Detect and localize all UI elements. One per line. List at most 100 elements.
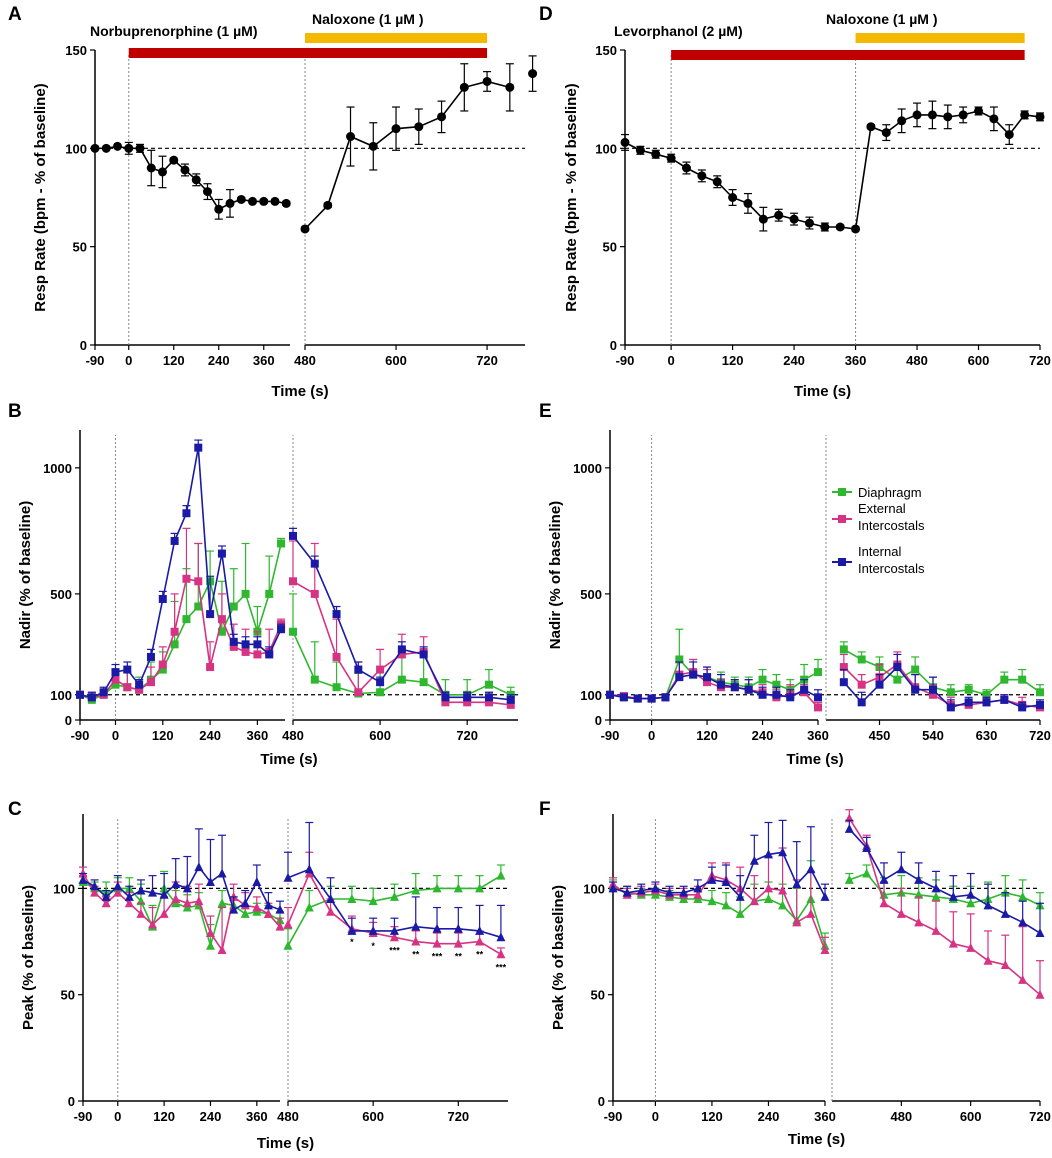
chart-c-series-internal-intercostals-2-point	[136, 885, 146, 895]
chart-d-drug-bar-drug1	[671, 50, 1025, 60]
chart-b-series-external-intercostals-1-point	[310, 589, 319, 598]
chart-c-series-external-intercostals-1-point	[326, 906, 336, 916]
chart-a-y-axis-title: Resp Rate (bpm - % of baseline)	[32, 83, 49, 311]
chart-a-series-resp-rate-naloxone-1-point	[368, 141, 378, 151]
chart-f-series-internal-intercostals-2-point	[1035, 928, 1045, 938]
chart-a-series-resp-rate-point	[236, 194, 246, 204]
chart-c-series-external-intercostals-1-point	[432, 938, 442, 948]
chart-b-y-tick-label: 100	[50, 688, 72, 703]
chart-e-y-tick-label: 0	[595, 713, 602, 728]
chart-b-series-internal-intercostals-2-point	[170, 536, 179, 545]
chart-c-series-external-intercostals-1-point	[252, 902, 262, 912]
chart-e-series-internal-intercostals-2-point	[875, 680, 884, 689]
chart-c-significance-label: **	[455, 952, 463, 962]
chart-e-series-internal-intercostals-2-point	[647, 694, 656, 703]
chart-e-series-diaphragm-point	[772, 680, 781, 689]
chart-c-series-external-intercostals-1-point	[263, 908, 273, 918]
chart-b-series-external-intercostals-1-point	[182, 574, 191, 583]
legend-label-external-1: External	[858, 501, 906, 516]
panel-letter-b: B	[8, 401, 22, 422]
chart-d-series-resp-rate-point	[774, 210, 784, 220]
chart-d-series-resp-rate-point	[881, 128, 891, 138]
chart-c-series-internal-intercostals-2-point	[326, 894, 336, 904]
chart-b-x-tick-label: 480	[282, 728, 304, 743]
chart-f-series-external-intercostals-1-point	[914, 917, 924, 927]
chart-b-series-external-intercostals-1-point	[441, 698, 450, 707]
chart-f-series-diaphragm-point	[862, 868, 872, 878]
chart-b-series-external-intercostals-1-line	[79, 577, 282, 699]
chart-c-series-external-intercostals-1-point	[101, 898, 111, 908]
chart-c-series-external-intercostals-1-point	[205, 928, 215, 938]
chart-e-series-internal-intercostals-2-point	[1018, 703, 1027, 712]
chart-b-x-tick-label: -90	[71, 728, 90, 743]
chart-f-series-internal-intercostals-2-point	[608, 883, 618, 893]
chart-c-series-internal-intercostals-2-point	[229, 904, 239, 914]
panel-letter-e: E	[539, 401, 552, 422]
chart-f-series-diaphragm-point	[778, 900, 788, 910]
chart-d-x-tick-label: 120	[722, 353, 744, 368]
drug-label-levorphanol: Levorphanol (2 µM)	[614, 23, 743, 39]
chart-f-series-external-intercostals-1-line	[848, 817, 1041, 996]
chart-e-series-internal-intercostals-2-point	[716, 680, 725, 689]
chart-b-series-diaphragm-point	[332, 683, 341, 692]
chart-c-series-external-intercostals-1-point	[411, 936, 421, 946]
chart-c-series-external-intercostals-1-point	[113, 887, 123, 897]
chart-d-series-resp-rate-point	[728, 193, 738, 202]
chart-c-series-external-intercostals-1-point	[90, 887, 100, 897]
chart-a-series-resp-rate-point	[124, 143, 134, 153]
chart-b-series-internal-intercostals-2-point	[484, 693, 493, 702]
chart-f-series-external-intercostals-1-point	[693, 889, 703, 899]
chart-d-series-resp-rate-point	[1004, 130, 1014, 140]
chart-d-series-resp-rate-point	[820, 222, 830, 232]
chart-b-series-internal-intercostals-2-point	[354, 665, 363, 674]
chart-e-series-diaphragm-point	[1036, 688, 1044, 697]
chart-e-series-internal-intercostals-2-point	[703, 673, 712, 682]
chart-c-series-internal-intercostals-2-point	[453, 923, 463, 933]
chart-e-series-internal-intercostals-2-point	[929, 685, 937, 694]
chart-b-series-internal-intercostals-2-point	[158, 594, 167, 603]
chart-e-x-axis-title: Time (s)	[786, 751, 843, 768]
chart-d-series-resp-rate-point	[651, 149, 661, 159]
chart-c-significance-label: ***	[496, 962, 507, 972]
chart-e-x-tick-label: -90	[601, 728, 620, 743]
chart-f-series-diaphragm-point	[707, 896, 717, 906]
chart-e-series-internal-intercostals-2-point	[744, 685, 753, 694]
chart-e-series-internal-intercostals-2-point	[814, 693, 822, 702]
chart-d-x-tick-label: 600	[968, 353, 990, 368]
chart-b-series-external-intercostals-1-point	[229, 642, 238, 651]
chart-f-series-internal-intercostals-2-point	[622, 887, 632, 897]
chart-c-series-diaphragm-point	[432, 883, 442, 893]
chart-d-series-resp-rate-point	[804, 218, 814, 228]
chart-a-series-resp-rate-point	[146, 163, 156, 173]
chart-b-series-diaphragm-point	[194, 602, 203, 611]
chart-f-series-external-intercostals-1-line	[612, 874, 826, 951]
chart-b-series-diaphragm-point	[111, 680, 120, 689]
chart-e-x-tick-label: 630	[976, 728, 998, 743]
chart-a-series-resp-rate-naloxone-1-point	[437, 112, 447, 122]
chart-d-series-resp-rate-point	[743, 198, 753, 208]
chart-e-y-tick-label: 1000	[573, 461, 602, 476]
chart-d-series-resp-rate-point	[958, 110, 968, 120]
legend-label-external-2: Intercostals	[858, 518, 925, 533]
chart-b-series-external-intercostals-1-point	[332, 652, 341, 661]
chart-c-series-external-intercostals-1-point	[148, 919, 158, 929]
chart-c-series-external-intercostals-1-point	[182, 898, 192, 908]
chart-e-series-internal-intercostals-2-point	[619, 693, 628, 702]
chart-b-series-diaphragm-point	[158, 665, 167, 674]
legend-label-internal-2: Intercostals	[858, 561, 925, 576]
chart-b-series-external-intercostals-1-point	[241, 647, 250, 656]
chart-d-x-axis-title: Time (s)	[794, 383, 851, 400]
chart-f-x-axis-title: Time (s)	[788, 1131, 845, 1148]
chart-b-series-internal-intercostals-2-point	[146, 652, 155, 661]
chart-b-series-diaphragm-point	[170, 640, 179, 649]
chart-a-series-resp-rate-line	[95, 145, 287, 211]
chart-d-series-resp-rate-point	[974, 106, 984, 116]
chart-d-series-resp-rate-point	[989, 114, 999, 124]
chart-a-series-resp-rate-naloxone-1-point	[391, 124, 401, 134]
chart-e-series-internal-intercostals-2-point	[893, 663, 902, 672]
chart-a-drug-bar-drug1	[128, 48, 488, 58]
chart-c-y-tick-label: 50	[61, 988, 75, 1003]
chart-d-y-axis-title: Resp Rate (bpm - % of baseline)	[563, 83, 580, 311]
